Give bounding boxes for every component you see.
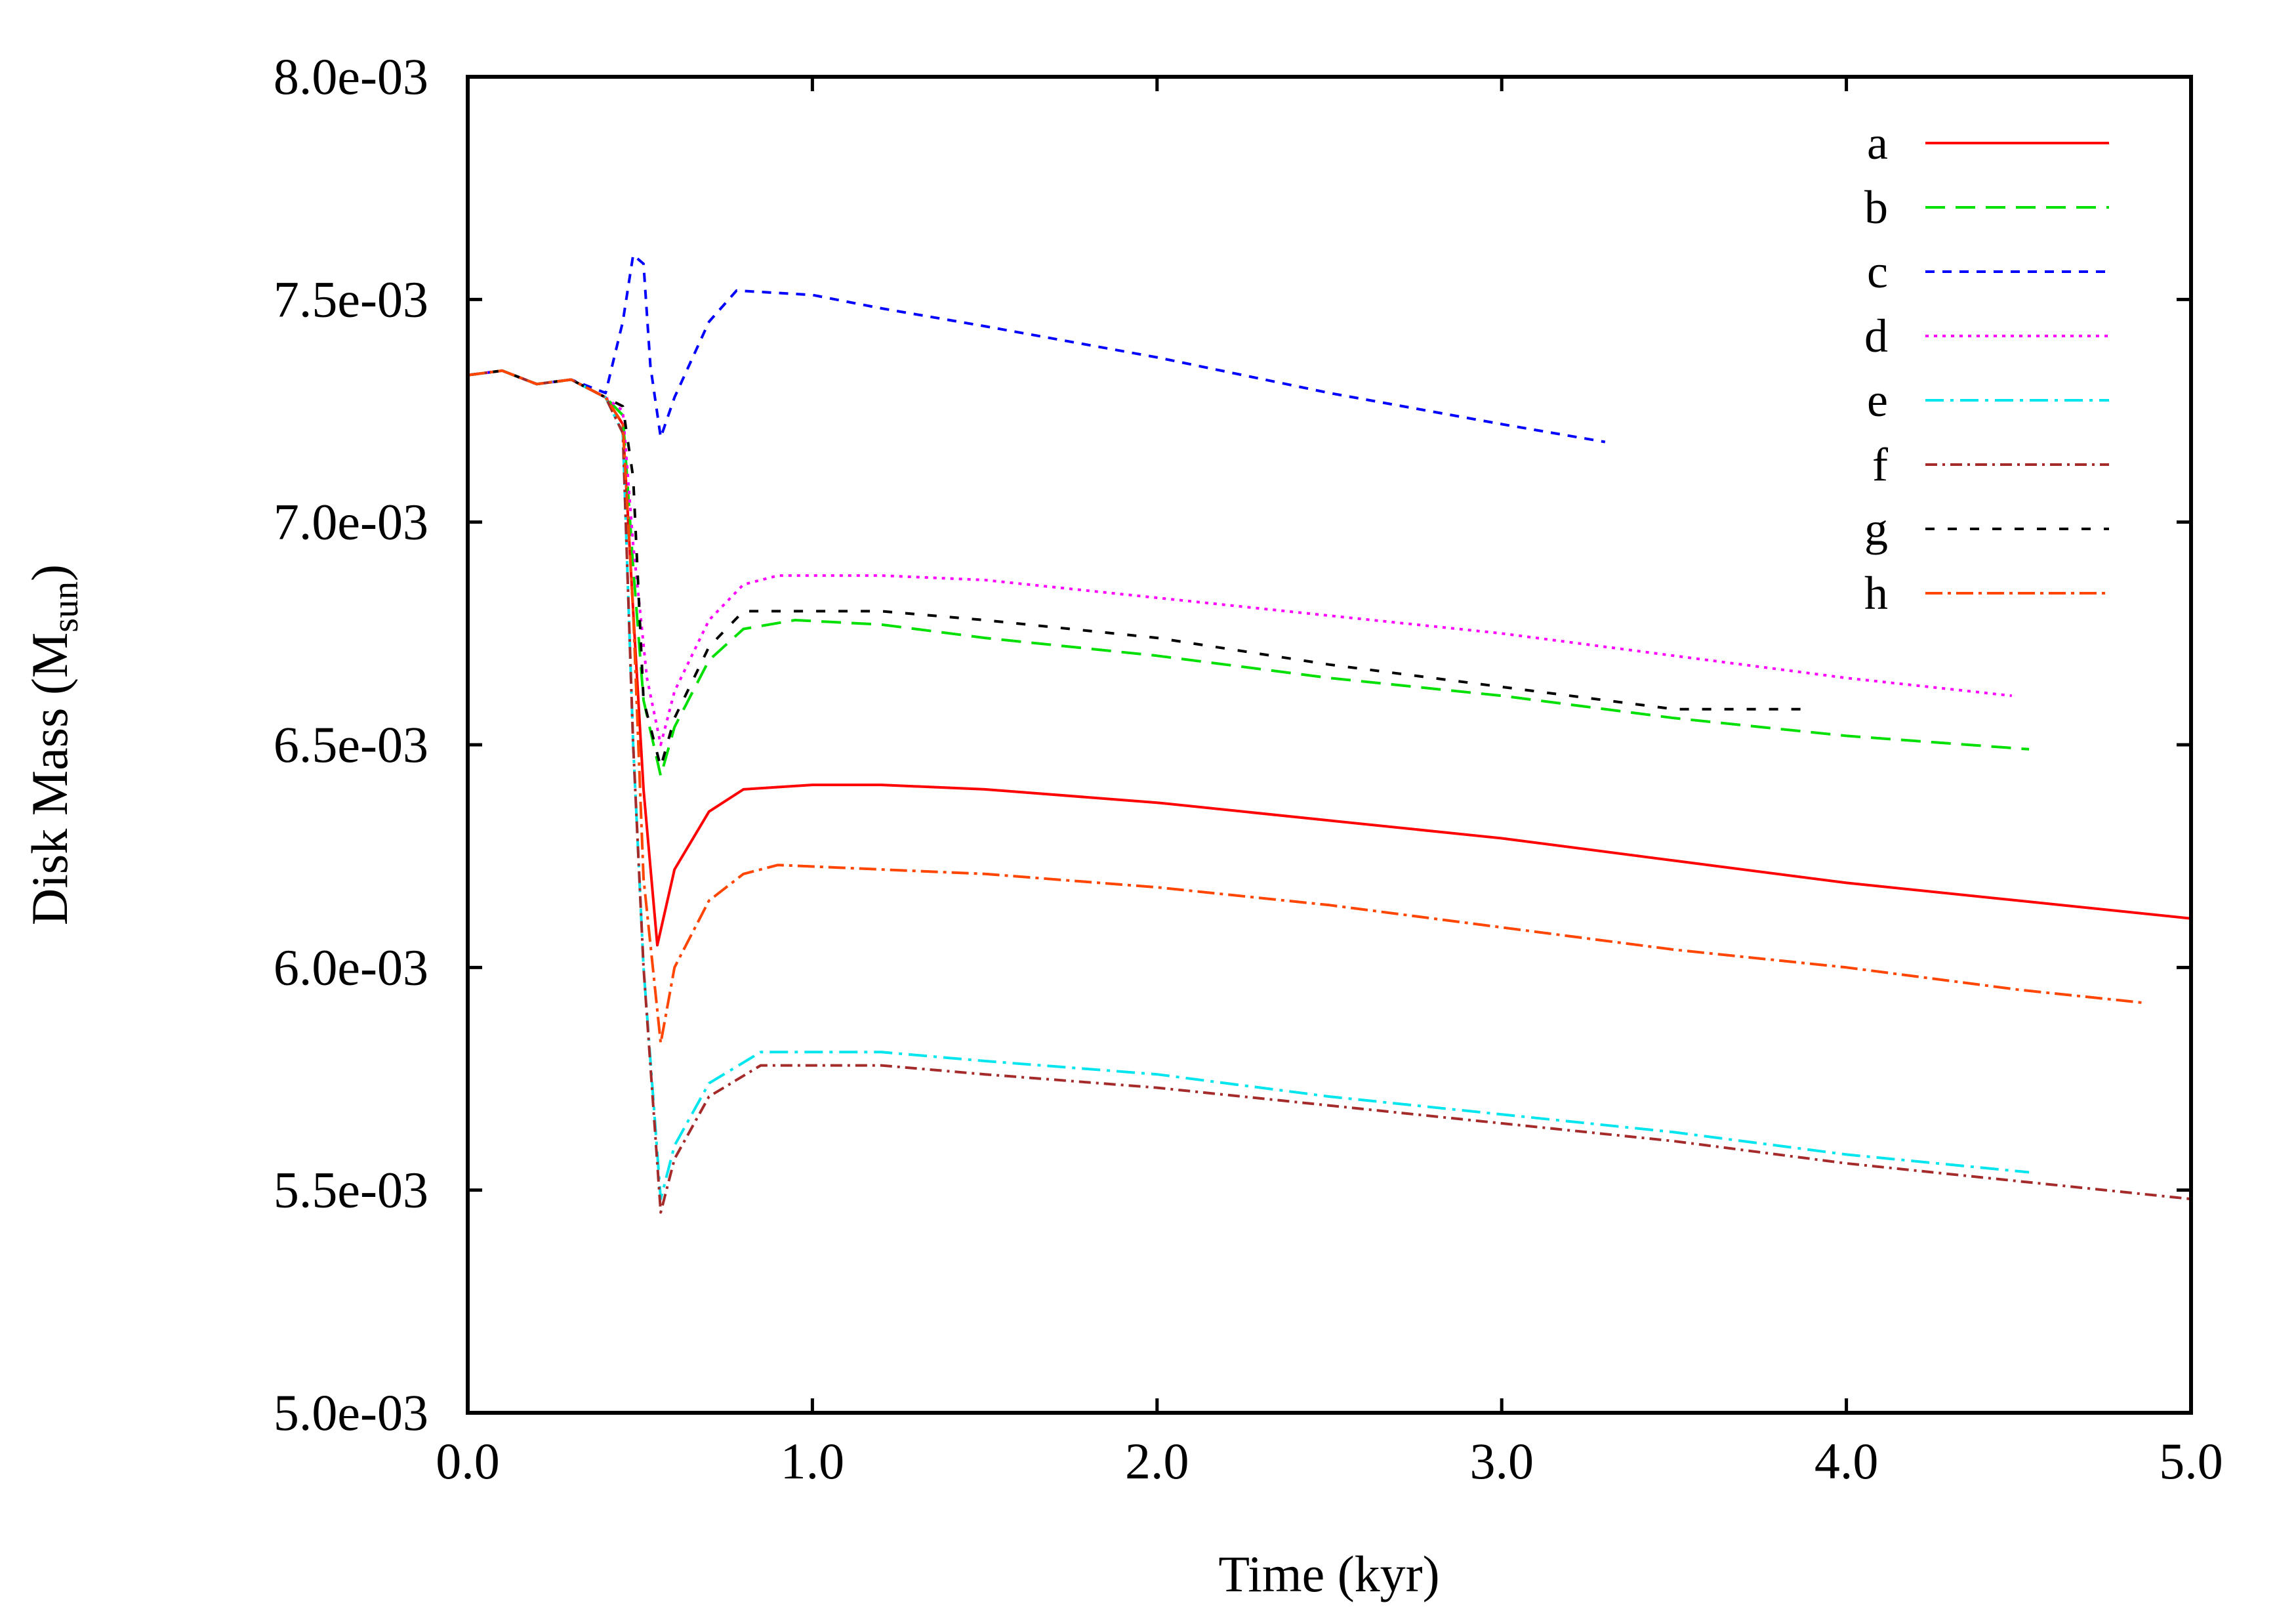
- x-axis-label: Time (kyr): [1218, 1545, 1439, 1602]
- legend-label-c: c: [1867, 245, 1888, 298]
- y-tick-label: 6.5e-03: [274, 716, 428, 773]
- series-layer: [468, 253, 2191, 1214]
- legend-label-a: a: [1867, 117, 1888, 169]
- y-axis-label-group: Disk Mass (Msun): [21, 564, 86, 925]
- legend-label-b: b: [1864, 181, 1888, 234]
- legend-label-d: d: [1864, 310, 1888, 362]
- y-axis-label-main: Disk Mass (M: [21, 633, 78, 925]
- y-axis-label-tail: ): [21, 564, 78, 581]
- x-tick-label: 1.0: [781, 1432, 845, 1490]
- legend-label-g: g: [1864, 503, 1888, 555]
- legend-label-e: e: [1867, 374, 1888, 427]
- x-tick-label: 3.0: [1469, 1432, 1534, 1490]
- x-tick-label: 5.0: [2159, 1432, 2223, 1490]
- legend-label-f: f: [1872, 438, 1888, 491]
- y-tick-label: 7.0e-03: [274, 493, 428, 551]
- y-axis-label: Disk Mass (Msun): [21, 564, 86, 925]
- y-axis-label-subscript: sun: [45, 581, 86, 633]
- y-tick-label: 5.0e-03: [274, 1384, 428, 1441]
- x-tick-label: 4.0: [1814, 1432, 1879, 1490]
- y-tick-label: 7.5e-03: [274, 270, 428, 327]
- y-tick-label: 8.0e-03: [274, 48, 428, 105]
- y-tick-label: 6.0e-03: [274, 938, 428, 995]
- series-line-h: [468, 369, 2146, 1045]
- series-line-g: [468, 369, 1805, 768]
- ticks-layer: 0.0 1.0 2.0 3.0 4.0 5.0 5.0e-03 5.5e-03 6.0e-03 6…: [274, 48, 2223, 1490]
- y-tick-label: 5.5e-03: [274, 1161, 428, 1219]
- x-tick-label: 0.0: [436, 1432, 500, 1490]
- x-tick-label: 2.0: [1125, 1432, 1189, 1490]
- legend-label-h: h: [1864, 567, 1888, 619]
